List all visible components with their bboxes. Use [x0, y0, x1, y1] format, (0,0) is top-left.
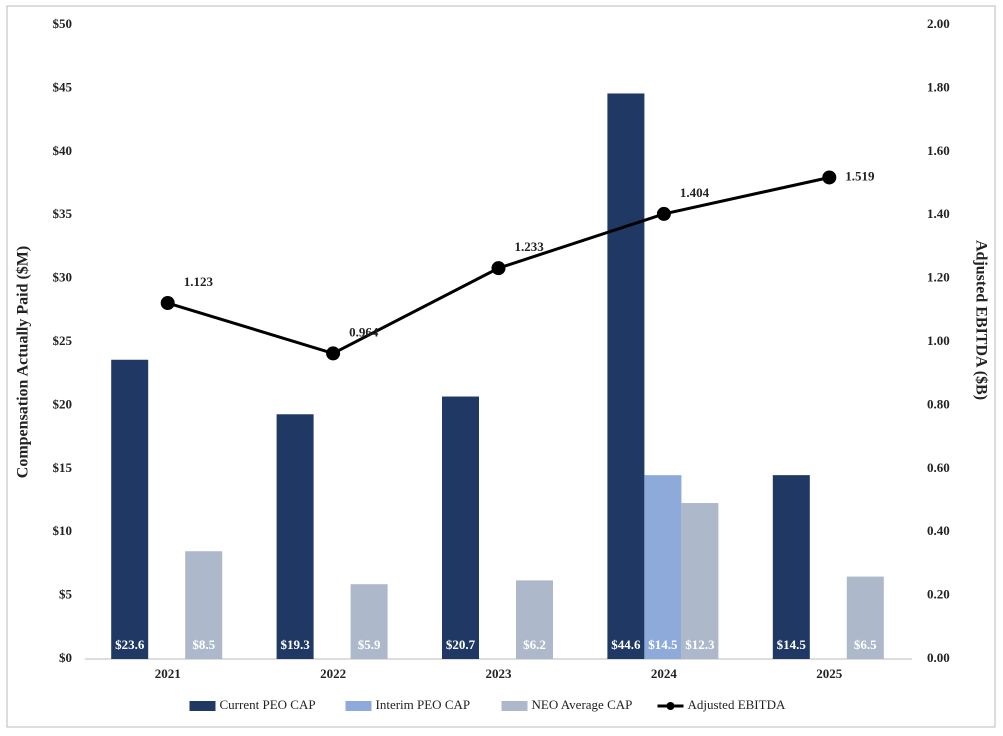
y-tick-label: $10 — [53, 523, 73, 538]
bar-value-label: $5.9 — [358, 637, 381, 652]
y2-tick-label: 0.80 — [927, 396, 950, 411]
bar-value-label: $14.5 — [777, 637, 807, 652]
y-tick-label: $20 — [53, 396, 73, 411]
legend-label: NEO Average CAP — [532, 697, 633, 712]
line-value-label: 1.123 — [184, 274, 214, 289]
y2-tick-label: 1.60 — [927, 143, 950, 158]
y-axis-title: Compensation Actually Paid ($M) — [15, 246, 32, 478]
legend-swatch — [345, 701, 372, 711]
bar-value-label: $6.2 — [523, 637, 546, 652]
bar-value-label: $20.7 — [446, 637, 476, 652]
y-tick-label: $45 — [53, 79, 73, 94]
y2-tick-label: 2.00 — [927, 16, 950, 31]
line-marker — [326, 346, 341, 361]
y2-tick-label: 0.60 — [927, 460, 950, 475]
x-tick-label: 2024 — [651, 666, 678, 681]
y-tick-label: $5 — [59, 587, 73, 602]
line-value-label: 1.404 — [680, 185, 710, 200]
bar-value-label: $8.5 — [192, 637, 215, 652]
y-tick-label: $35 — [53, 206, 73, 221]
line-value-label: 1.519 — [845, 168, 875, 183]
y2-tick-label: 0.00 — [927, 650, 950, 665]
line-marker — [160, 296, 175, 311]
y-tick-label: $30 — [53, 270, 73, 285]
legend-label: Current PEO CAP — [220, 697, 316, 712]
legend-swatch — [666, 702, 675, 710]
y2-tick-label: 1.20 — [927, 270, 950, 285]
bar — [516, 580, 553, 659]
bar — [607, 93, 645, 660]
legend-swatch — [189, 701, 216, 711]
legend-label: Interim PEO CAP — [376, 697, 471, 712]
bar — [442, 396, 479, 659]
y2-axis-title: Adjusted EBITDA ($B) — [972, 240, 989, 400]
x-tick-label: 2021 — [155, 666, 181, 681]
bar — [350, 584, 388, 659]
line-value-label: 1.233 — [515, 239, 545, 254]
bar — [185, 551, 223, 659]
bar-value-label: $23.6 — [115, 637, 145, 652]
line-marker — [656, 206, 671, 221]
y-tick-label: $50 — [53, 16, 73, 31]
x-tick-label: 2023 — [486, 666, 513, 681]
y2-tick-label: 1.40 — [927, 206, 950, 221]
bar — [681, 503, 719, 659]
y-tick-label: $40 — [53, 143, 73, 158]
x-tick-label: 2022 — [320, 666, 346, 681]
bar — [772, 475, 810, 659]
y-tick-label: $15 — [53, 460, 73, 475]
x-tick-label: 2025 — [816, 666, 843, 681]
line-marker — [491, 261, 506, 276]
legend-label: Adjusted EBITDA — [688, 697, 786, 712]
y2-tick-label: 0.20 — [927, 587, 950, 602]
y-tick-label: $0 — [59, 650, 72, 665]
chart-frame — [6, 5, 996, 728]
line-value-label: 0.964 — [349, 324, 379, 339]
y2-tick-label: 0.40 — [927, 523, 950, 538]
bar-value-label: $12.3 — [685, 637, 715, 652]
line-marker — [822, 170, 837, 185]
bar-value-label: $14.5 — [648, 637, 678, 652]
bar-value-label: $19.3 — [280, 637, 310, 652]
bar-value-label: $6.5 — [854, 637, 877, 652]
bar — [276, 414, 314, 659]
bar — [846, 576, 884, 659]
bar — [111, 359, 149, 659]
y-tick-label: $25 — [53, 333, 73, 348]
y2-tick-label: 1.00 — [927, 333, 950, 348]
bar — [644, 475, 682, 659]
y2-tick-label: 1.80 — [927, 79, 950, 94]
legend-swatch — [501, 701, 528, 711]
bar-value-label: $44.6 — [611, 637, 641, 652]
